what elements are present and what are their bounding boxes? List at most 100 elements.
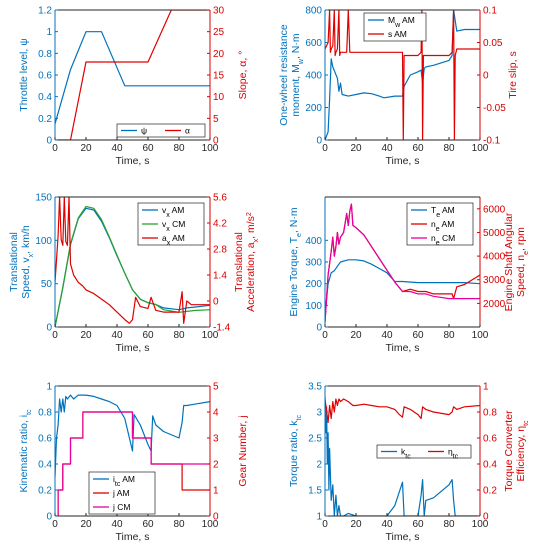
left-tick-label: 1.5 bbox=[308, 486, 322, 497]
right-tick-label: 0.6 bbox=[483, 434, 497, 445]
left-tick-label: 1 bbox=[46, 27, 52, 38]
series-line-1 bbox=[325, 398, 480, 423]
legend-label: ktc bbox=[401, 447, 411, 461]
x-tick-label: 20 bbox=[350, 143, 362, 154]
x-tick-label: 40 bbox=[381, 330, 393, 341]
left-tick-label: 400 bbox=[305, 71, 322, 82]
x-tick-label: 60 bbox=[142, 330, 154, 341]
right-tick-label: -0.1 bbox=[483, 136, 501, 147]
legend: ktc ηtc bbox=[376, 444, 472, 461]
chart-p3: 0 20 40 60 80 100 0 50 100 150 -1.4 0 1.4 2.8 4.2 5.6 Ti… bbox=[8, 193, 260, 355]
right-tick-label: 25 bbox=[213, 27, 225, 38]
right-axis-label: Engine Shaft AngularSpeed, ne, rpm bbox=[503, 212, 530, 311]
x-tick-label: 80 bbox=[173, 519, 185, 530]
left-tick-label: 0 bbox=[46, 136, 52, 147]
x-tick-label: 20 bbox=[80, 143, 92, 154]
left-tick-label: 0.2 bbox=[38, 486, 52, 497]
left-tick-label: 400 bbox=[305, 236, 322, 247]
right-axis-label: Torque ConverterEfficiency, ηtc bbox=[503, 410, 530, 492]
right-tick-label: 5000 bbox=[483, 228, 506, 239]
right-tick-label: 4000 bbox=[483, 252, 506, 263]
left-tick-label: 200 bbox=[305, 279, 322, 290]
right-tick-label: 0.05 bbox=[483, 38, 503, 49]
right-axis-label: TranslationalAcceleration, ax, m/s2 bbox=[233, 212, 260, 312]
left-tick-label: 200 bbox=[305, 103, 322, 114]
x-tick-label: 100 bbox=[472, 143, 489, 154]
x-tick-label: 0 bbox=[322, 143, 328, 154]
x-tick-label: 40 bbox=[381, 519, 393, 530]
x-tick-label: 40 bbox=[111, 519, 123, 530]
x-tick-label: 0 bbox=[52, 330, 58, 341]
legend-label: itc AM bbox=[113, 474, 135, 488]
right-axis-label: Slope, α, ° bbox=[237, 51, 249, 100]
x-tick-label: 60 bbox=[142, 143, 154, 154]
left-tick-label: 0 bbox=[316, 323, 322, 334]
left-tick-label: 100 bbox=[305, 301, 322, 312]
legend-label: ψ bbox=[141, 126, 147, 136]
right-tick-label: 2.8 bbox=[213, 245, 227, 256]
right-tick-label: 0.2 bbox=[483, 486, 497, 497]
x-tick-label: 40 bbox=[111, 330, 123, 341]
x-tick-label: 100 bbox=[472, 519, 489, 530]
chart-p4: 0 20 40 60 80 100 0 100 200 300 400 2000 3000 4000 500… bbox=[288, 196, 530, 354]
left-tick-label: 300 bbox=[305, 258, 322, 269]
x-tick-label: 80 bbox=[443, 330, 455, 341]
left-tick-label: 2.5 bbox=[308, 434, 322, 445]
series-line-0 bbox=[325, 396, 480, 516]
right-tick-label: 6000 bbox=[483, 204, 506, 215]
x-tick-label: 0 bbox=[322, 330, 328, 341]
right-tick-label: 3 bbox=[213, 434, 219, 445]
right-tick-label: 5.6 bbox=[213, 193, 227, 204]
left-tick-label: 100 bbox=[35, 236, 52, 247]
legend-label: vx AM bbox=[162, 205, 184, 219]
right-tick-label: 10 bbox=[213, 92, 225, 103]
series-line-1 bbox=[55, 10, 210, 140]
legend-label: ηtc bbox=[448, 447, 459, 461]
right-tick-label: 30 bbox=[213, 6, 225, 17]
right-tick-label: 1 bbox=[213, 486, 219, 497]
right-tick-label: 0.4 bbox=[483, 460, 497, 471]
left-tick-label: 0.6 bbox=[38, 434, 52, 445]
x-tick-label: 80 bbox=[443, 143, 455, 154]
x-tick-label: 0 bbox=[322, 519, 328, 530]
left-tick-label: 1.2 bbox=[38, 6, 52, 17]
x-tick-label: 80 bbox=[173, 143, 185, 154]
legend-label: Te AM bbox=[431, 205, 455, 219]
legend-label: ne CM bbox=[431, 233, 455, 247]
x-tick-label: 100 bbox=[472, 330, 489, 341]
left-tick-label: 800 bbox=[305, 6, 322, 17]
series-line-0 bbox=[55, 394, 210, 478]
series-line-0 bbox=[55, 31, 210, 124]
right-tick-label: 0 bbox=[483, 71, 489, 82]
right-tick-label: 0 bbox=[213, 297, 219, 308]
left-axis-label: One-wheel resistancemoment, Mw, N·m bbox=[278, 24, 305, 126]
x-tick-label: 20 bbox=[80, 519, 92, 530]
left-axis-label: Engine Torque, Te, N·m bbox=[288, 207, 303, 316]
left-tick-label: 150 bbox=[35, 193, 52, 204]
right-tick-label: 0 bbox=[213, 512, 219, 523]
left-tick-label: 3.5 bbox=[308, 382, 322, 393]
x-tick-label: 0 bbox=[52, 143, 58, 154]
right-axis-label: Gear Number, j bbox=[237, 415, 249, 486]
left-tick-label: 0.2 bbox=[38, 114, 52, 125]
x-tick-label: 20 bbox=[350, 519, 362, 530]
right-tick-label: 4 bbox=[213, 408, 219, 419]
x-tick-label: 40 bbox=[381, 143, 393, 154]
left-tick-label: 50 bbox=[41, 279, 53, 290]
x-tick-label: 100 bbox=[202, 330, 219, 341]
legend-label: ax AM bbox=[162, 233, 185, 247]
left-tick-label: 0 bbox=[316, 136, 322, 147]
x-tick-label: 20 bbox=[350, 330, 362, 341]
left-tick-label: 0.8 bbox=[38, 49, 52, 60]
right-tick-label: 15 bbox=[213, 71, 225, 82]
x-tick-label: 60 bbox=[412, 143, 424, 154]
left-axis-label: Kinematic ratio, itc bbox=[18, 409, 33, 493]
right-tick-label: 0.1 bbox=[483, 6, 497, 17]
x-tick-label: 80 bbox=[443, 519, 455, 530]
chart-p1: 0 20 40 60 80 10000.20.40.60.811.205101520253… bbox=[18, 6, 249, 168]
